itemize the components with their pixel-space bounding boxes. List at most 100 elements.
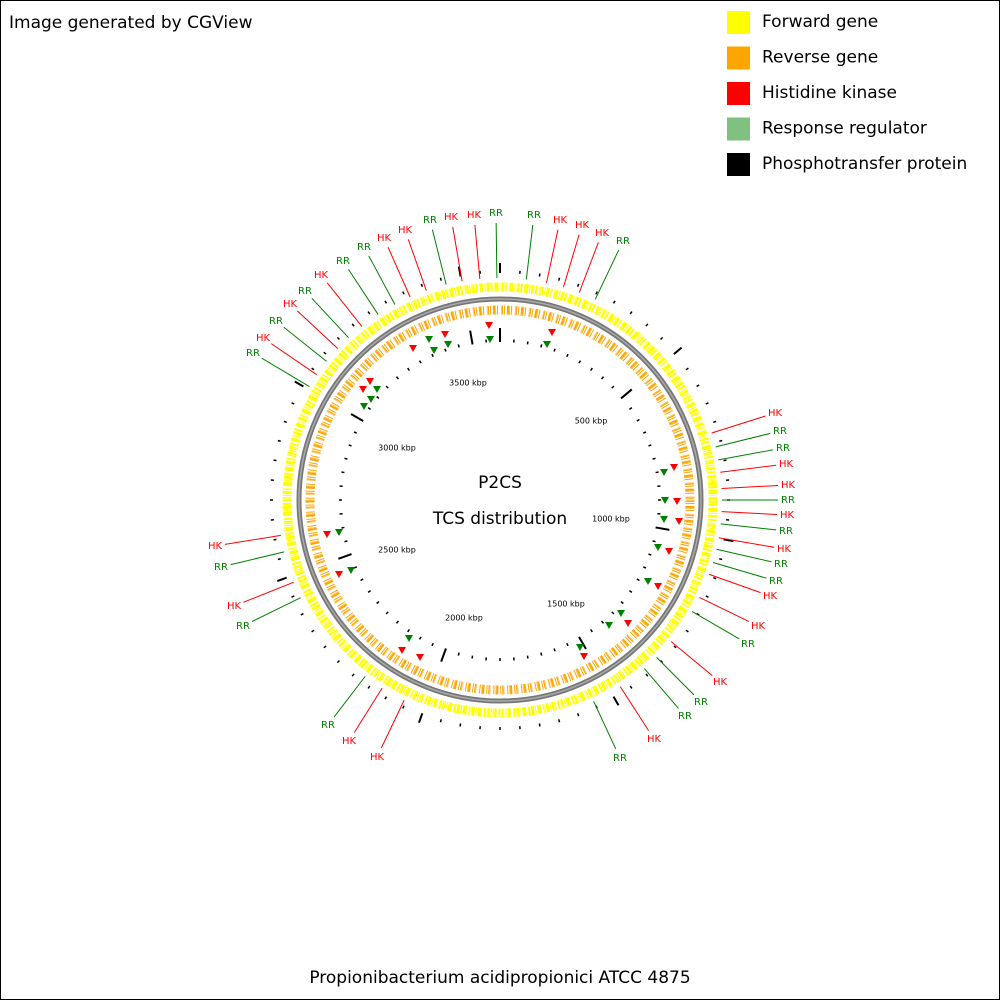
feature-label: RR (774, 559, 788, 570)
tcs-marker (430, 347, 438, 354)
legend-label: Response regulator (762, 119, 927, 139)
leader-line (670, 641, 713, 677)
tcs-marker (580, 653, 588, 660)
scale-tick (600, 376, 605, 380)
scale-label: 1000 kbp (592, 515, 630, 524)
outer-tick (384, 696, 388, 700)
feature-label: RR (246, 348, 260, 359)
leader-line (619, 686, 650, 731)
feature-label: HK (398, 225, 413, 236)
outer-tick (705, 402, 709, 405)
outer-tick (685, 367, 689, 371)
feature-label: HK (763, 591, 778, 602)
outer-tick (558, 719, 561, 723)
leader-line (644, 668, 679, 709)
legend-swatch (727, 11, 750, 34)
tcs-marker (654, 544, 662, 551)
feature-label: RR (741, 639, 755, 650)
leader-line (699, 596, 750, 623)
scale-tick (418, 636, 422, 640)
feature-label: HK (227, 601, 242, 612)
leader-line (546, 229, 559, 284)
leader-line (691, 611, 740, 640)
feature-label: RR (773, 426, 787, 437)
scale-tick (655, 471, 659, 474)
tcs-marker (323, 531, 331, 538)
scale-tick (526, 655, 529, 659)
leader-line (311, 297, 349, 339)
scale-tick (395, 376, 400, 380)
leader-line (715, 432, 771, 448)
outer-tick (576, 283, 580, 287)
scale-tick (395, 620, 400, 624)
feature-label: RR (769, 576, 783, 587)
feature-label: RR (357, 242, 371, 253)
outer-tick (696, 384, 700, 388)
scale-tick (385, 385, 389, 389)
outer-tick (402, 291, 405, 295)
legend: Forward gene Reverse gene Histidine kinase… (727, 11, 967, 176)
outer-tick (673, 645, 677, 649)
legend-label: Forward gene (762, 12, 878, 32)
scale-label: 2000 kbp (445, 614, 483, 623)
outer-tick (367, 685, 371, 689)
outer-tick (300, 612, 304, 616)
tcs-marker (347, 567, 355, 574)
outer-tick (336, 336, 341, 341)
scale-tick (341, 526, 345, 529)
outer-tick (367, 311, 371, 315)
feature-label: RR (678, 711, 692, 722)
leader-line (720, 523, 777, 531)
scale-tick (600, 620, 605, 624)
scale-label: 500 kbp (575, 417, 608, 426)
scale-label: 3000 kbp (378, 444, 416, 453)
feature-label: HK (713, 677, 728, 688)
center-subtitle: TCS distribution (432, 509, 567, 529)
leader-line (562, 234, 580, 288)
center-title: P2CS (478, 473, 522, 493)
feature-label: HK (768, 408, 783, 419)
outer-tick (659, 659, 664, 664)
feature-label: RR (489, 208, 503, 219)
tcs-marker (425, 336, 433, 343)
leader-line (333, 676, 366, 718)
outer-tick (351, 323, 355, 327)
outer-tick (459, 723, 462, 727)
outer-tick (713, 420, 717, 424)
outer-tick (713, 576, 717, 580)
tcs-marker (670, 464, 678, 471)
feature-label: RR (336, 256, 350, 267)
scale-tick (628, 407, 633, 410)
tcs-marker (543, 341, 551, 348)
feature-label: RR (616, 236, 630, 247)
leader-line (380, 700, 405, 749)
outer-tick (276, 576, 288, 582)
leader-line (296, 310, 339, 349)
tcs-marker (576, 644, 584, 651)
scale-tick (348, 444, 352, 447)
tcs-marker (373, 386, 381, 393)
leader-line (656, 657, 695, 696)
scale-tick (655, 526, 670, 531)
scale-tick (636, 578, 640, 582)
scale-tick (652, 540, 656, 543)
scale-tick (407, 628, 410, 633)
legend-swatch (727, 82, 750, 105)
feature-label: HK (444, 212, 459, 223)
feature-label: RR (776, 443, 790, 454)
outer-tick (291, 595, 295, 598)
tcs-marker (360, 403, 368, 410)
outer-tick (719, 558, 723, 561)
outer-tick (629, 685, 633, 689)
feature-label: RR (779, 526, 793, 537)
tcs-marker (605, 622, 613, 629)
scale-tick (553, 348, 556, 352)
leader-line (721, 511, 778, 515)
tcs-marker (665, 548, 673, 555)
tcs-marker (335, 571, 343, 578)
leader-line (720, 464, 777, 473)
tcs-marker (548, 329, 556, 336)
leader-line (261, 357, 310, 387)
scale-label: 1500 kbp (547, 600, 585, 609)
